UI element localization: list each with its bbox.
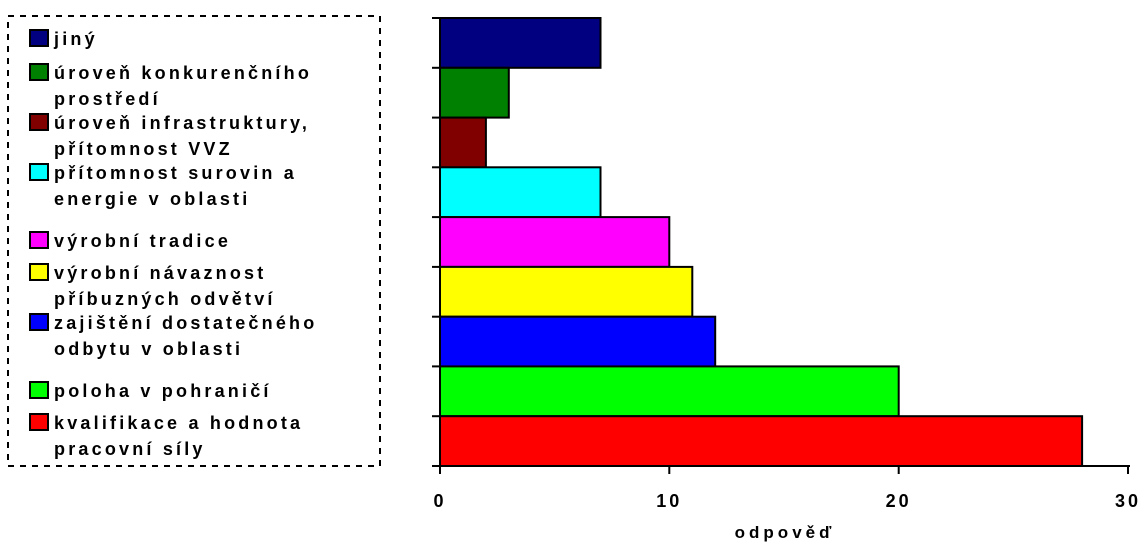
legend-label: odbytu v oblasti xyxy=(54,339,243,359)
legend-label: poloha v pohraničí xyxy=(54,381,272,401)
bar xyxy=(439,166,602,219)
legend-label: úroveň konkurenčního xyxy=(54,63,312,83)
bar xyxy=(439,265,694,318)
legend-label: zajištění dostatečného xyxy=(54,313,317,333)
legend-label: kvalifikace a hodnota xyxy=(54,413,303,433)
legend-label: přítomnost surovin a xyxy=(54,163,297,183)
legend-swatch xyxy=(29,313,49,331)
bar xyxy=(439,315,717,368)
legend-label: výrobní návaznost xyxy=(54,263,266,283)
legend-swatch xyxy=(29,381,49,399)
legend-label: výrobní tradice xyxy=(54,231,231,251)
x-tick-label: 0 xyxy=(433,491,446,511)
bar xyxy=(439,116,487,169)
bar xyxy=(439,415,1084,468)
bar xyxy=(439,17,602,69)
legend-label: pracovní síly xyxy=(54,439,206,459)
legend-box xyxy=(7,15,381,467)
bars xyxy=(439,17,1084,468)
legend-swatch xyxy=(29,113,49,131)
legend-swatch xyxy=(29,263,49,281)
legend-label: příbuzných odvětví xyxy=(54,289,276,309)
legend-swatch xyxy=(29,413,49,431)
legend-label: úroveň infrastruktury, xyxy=(54,113,310,133)
legend: jiný úroveň konkurenčního prostředí úroveň … xyxy=(29,29,317,459)
legend-swatch xyxy=(29,29,49,47)
legend-swatch xyxy=(29,63,49,81)
x-tick-label: 30 xyxy=(1115,491,1141,511)
bar xyxy=(439,365,900,418)
legend-label: prostředí xyxy=(54,89,161,109)
legend-label: jiný xyxy=(53,29,98,49)
legend-swatch xyxy=(29,231,49,249)
x-axis-ticks: 0 10 20 30 xyxy=(432,17,1141,511)
bar xyxy=(439,216,671,268)
x-tick-label: 10 xyxy=(656,491,682,511)
x-tick-label: 20 xyxy=(886,491,912,511)
bar xyxy=(439,66,510,119)
legend-swatch xyxy=(29,163,49,181)
legend-label: energie v oblasti xyxy=(54,189,250,209)
x-axis-title: odpověď xyxy=(735,523,836,542)
legend-label: přítomnost VVZ xyxy=(54,139,233,159)
